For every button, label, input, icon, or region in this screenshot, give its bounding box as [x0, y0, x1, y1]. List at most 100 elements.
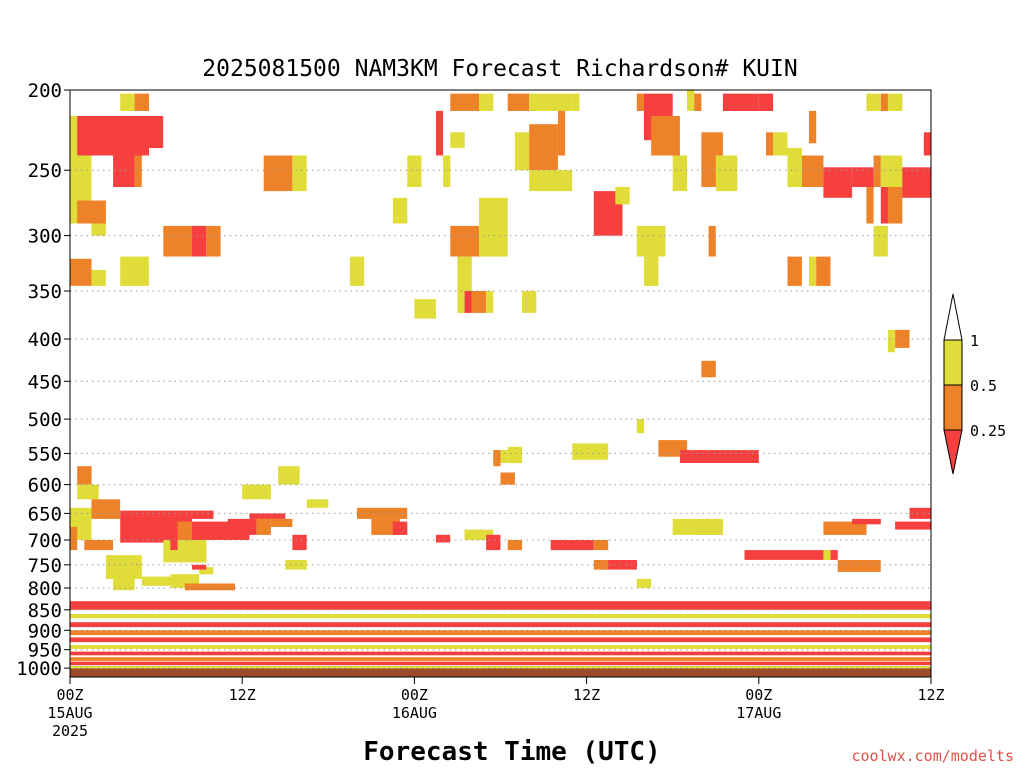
- cell-high-90: [242, 484, 271, 500]
- cell-low-122: [909, 507, 931, 519]
- cell-high-33: [529, 93, 558, 111]
- y-tick-label-300: 300: [28, 226, 62, 248]
- cell-high-147: [70, 666, 931, 669]
- cell-low-2: [148, 116, 164, 148]
- x-tick-label-12-0: 12Z: [229, 686, 256, 704]
- cell-low-67: [880, 187, 888, 224]
- cell-high-20: [407, 155, 422, 187]
- cell-mid-32: [507, 93, 530, 111]
- cell-high-86: [507, 446, 523, 464]
- cell-low-96: [192, 510, 214, 519]
- y-tick-label-950: 950: [28, 640, 62, 662]
- legend-arrow-top: [943, 293, 963, 341]
- cell-mid-87: [493, 450, 501, 467]
- cell-low-1: [77, 116, 149, 156]
- x-tick-label-24-1: 16AUG: [392, 704, 437, 722]
- cell-low-123: [895, 521, 931, 530]
- cell-mid-125: [84, 540, 113, 551]
- cell-mid-64: [873, 155, 881, 187]
- legend-label-0: 1: [970, 332, 979, 350]
- cell-low-106: [435, 534, 451, 543]
- cell-high-22: [443, 155, 451, 187]
- legend-swatch-mid: [943, 384, 963, 431]
- cell-mid-104: [371, 518, 400, 535]
- cell-low-82: [679, 450, 759, 463]
- cell-high-31: [486, 291, 494, 313]
- cell-mid-80: [701, 360, 716, 378]
- cell-low-105: [392, 521, 408, 535]
- cell-high-40: [572, 93, 580, 111]
- cell-high-48: [644, 256, 659, 286]
- cell-mid-109: [507, 540, 523, 551]
- cell-high-107: [464, 529, 494, 540]
- cell-mid-98: [177, 521, 192, 540]
- cell-high-58: [773, 132, 788, 156]
- cell-high-132: [141, 576, 171, 586]
- cell-high-114: [636, 578, 652, 588]
- y-tick-label-800: 800: [28, 578, 62, 600]
- legend: 1 0.5 0.25: [943, 293, 1006, 475]
- cell-mid-6: [134, 155, 142, 187]
- cell-high-3: [120, 93, 135, 111]
- cell-low-142: [70, 637, 931, 643]
- chart-title: 2025081500 NAM3KM Forecast Richardson# K…: [202, 56, 797, 82]
- cell-high-49: [687, 90, 695, 111]
- cell-mid-111: [593, 540, 609, 551]
- cell-mid-60: [809, 110, 817, 144]
- cell-low-140: [70, 622, 931, 628]
- grid-layer: [70, 89, 931, 669]
- cell-high-53: [715, 155, 738, 192]
- cell-low-130: [292, 534, 307, 551]
- cell-mid-78: [895, 329, 910, 348]
- cells-layer: [70, 90, 931, 669]
- cell-low-108: [486, 534, 501, 551]
- legend-label-2: 0.25: [970, 422, 1006, 440]
- cell-high-83: [636, 419, 644, 434]
- cell-high-66: [880, 155, 903, 187]
- cell-mid-54: [708, 225, 716, 257]
- y-tick-label-200: 200: [28, 80, 62, 102]
- cell-high-37: [522, 291, 537, 313]
- y-tick-label-900: 900: [28, 620, 62, 642]
- cell-mid-4: [134, 93, 149, 111]
- cell-mid-92: [77, 466, 92, 485]
- cell-high-139: [70, 614, 931, 619]
- y-tick-label-350: 350: [28, 281, 62, 303]
- cell-low-63: [852, 167, 874, 187]
- x-tick-label-0-1: 15AUG: [47, 704, 92, 722]
- cell-mid-57: [766, 132, 774, 156]
- cell-high-84: [572, 443, 609, 460]
- cell-high-16: [292, 155, 307, 192]
- cell-high-77: [873, 225, 888, 257]
- cell-high-18: [392, 197, 408, 224]
- x-tick-label-0-2: 2025: [52, 722, 88, 740]
- y-tick-label-650: 650: [28, 503, 62, 525]
- cell-low-99: [249, 513, 286, 519]
- cell-high-70: [866, 93, 881, 111]
- cell-high-59: [787, 147, 802, 187]
- cell-mid-61: [801, 155, 824, 187]
- y-tick-label-500: 500: [28, 409, 62, 431]
- cell-mid-116: [837, 560, 881, 572]
- cell-low-121: [852, 518, 881, 525]
- y-tick-label-600: 600: [28, 475, 62, 497]
- y-tick-label-750: 750: [28, 555, 62, 577]
- cell-high-8: [91, 223, 106, 236]
- cell-low-146: [70, 661, 931, 666]
- cell-mid-65: [866, 187, 874, 224]
- cell-high-42: [615, 187, 630, 205]
- x-tick-label-48-1: 17AUG: [736, 704, 781, 722]
- cell-mid-102: [270, 518, 293, 527]
- cell-low-21: [435, 110, 444, 156]
- cell-mid-141: [70, 630, 931, 636]
- cell-mid-74: [787, 256, 802, 286]
- y-tick-label-700: 700: [28, 530, 62, 552]
- cell-high-127: [163, 540, 207, 563]
- x-axis-label: Forecast Time (UTC): [363, 737, 660, 767]
- cell-mid-9: [70, 258, 92, 286]
- cell-high-36: [529, 170, 573, 192]
- cell-high-23: [450, 132, 465, 148]
- ground-layer: [70, 668, 931, 677]
- cell-low-144: [70, 651, 931, 656]
